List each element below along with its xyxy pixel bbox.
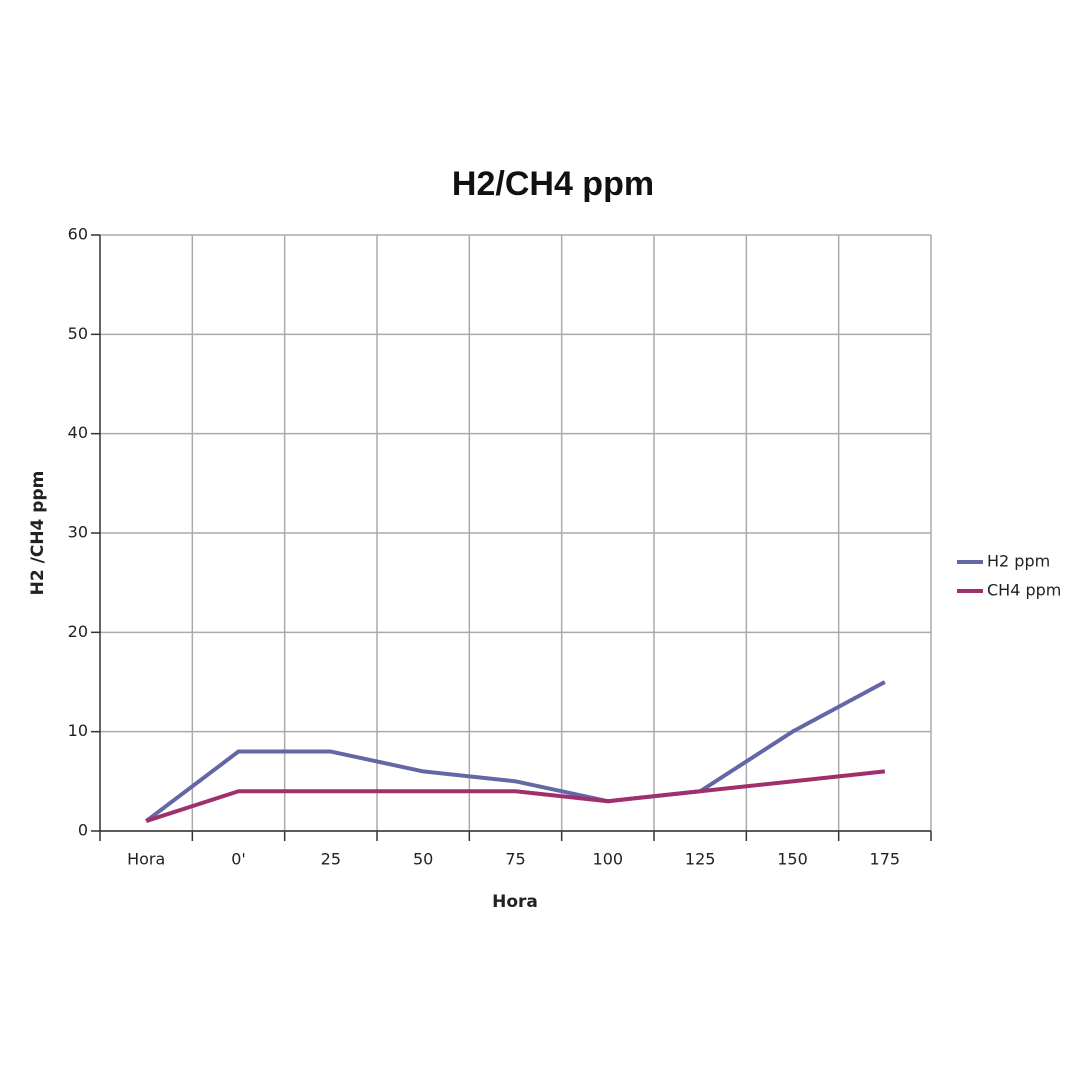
x-axis-title: Hora (492, 892, 538, 912)
x-tick-label: 125 (685, 850, 716, 869)
series-line (145, 769, 886, 823)
x-tick-label: 25 (321, 850, 341, 869)
x-tick-label: 100 (593, 850, 624, 869)
legend-label: H2 ppm (987, 552, 1050, 571)
x-tick-label: 50 (413, 850, 433, 869)
x-tick-label: 175 (870, 850, 901, 869)
y-tick-label: 40 (68, 423, 88, 442)
y-tick-label: 30 (68, 523, 88, 542)
x-tick-label: Hora (127, 850, 165, 869)
y-axis-title: H2 /CH4 ppm (28, 471, 48, 596)
chart-title: H2/CH4 ppm (452, 165, 654, 203)
legend-label: CH4 ppm (987, 581, 1061, 600)
y-tick-label: 0 (78, 821, 88, 840)
y-tick-label: 10 (68, 721, 88, 740)
series-line (144, 680, 886, 823)
y-tick-label: 20 (68, 622, 88, 641)
x-tick-label: 75 (505, 850, 525, 869)
x-tick-label: 150 (777, 850, 808, 869)
y-tick-label: 50 (68, 324, 88, 343)
y-tick-label: 60 (68, 225, 88, 244)
x-tick-label: 0' (231, 850, 246, 869)
